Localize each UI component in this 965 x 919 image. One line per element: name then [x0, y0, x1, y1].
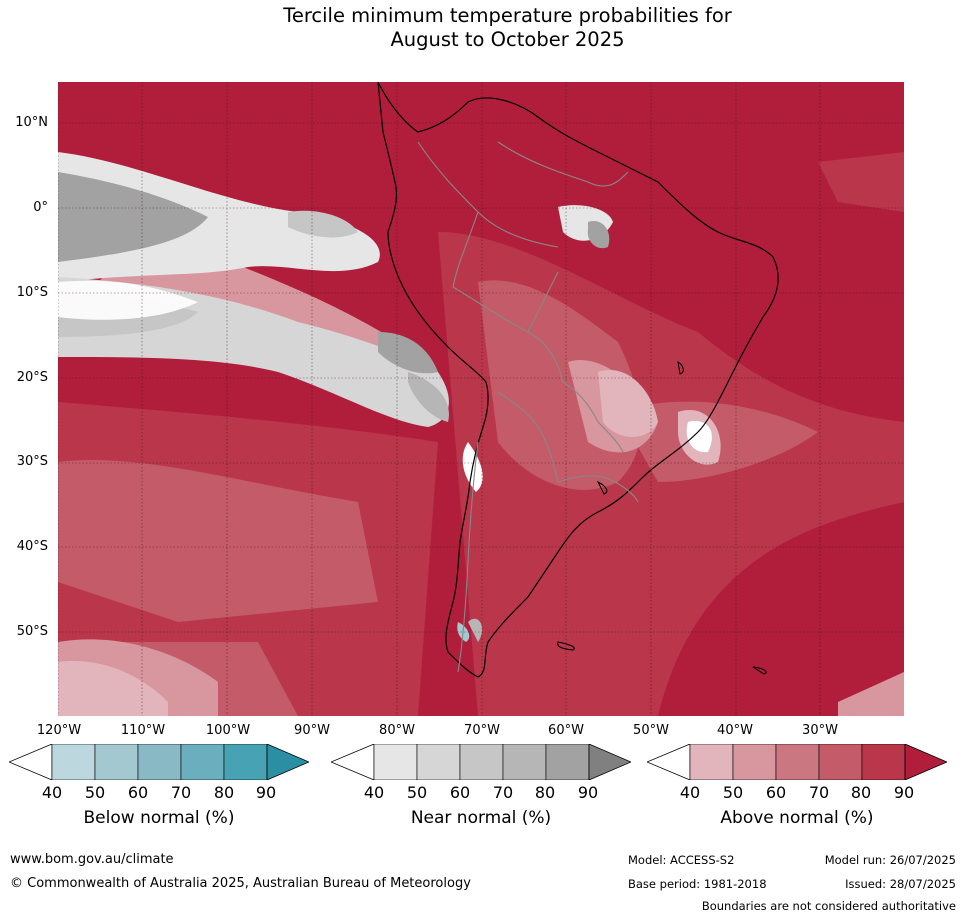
colorbar-segment — [51, 744, 96, 780]
lon-label: 90°W — [294, 723, 330, 738]
lon-label: 100°W — [205, 723, 251, 738]
above-tick: 40 — [679, 783, 701, 802]
copyright: © Commonwealth of Australia 2025, Austra… — [10, 876, 471, 891]
lat-label: 10°N — [15, 115, 48, 130]
colorbar-segment — [223, 744, 268, 780]
lat-label: 40°S — [16, 539, 48, 554]
below-normal-colorbar — [9, 744, 309, 780]
colorbar-segment — [180, 744, 225, 780]
below-tick: 40 — [41, 783, 63, 802]
colorbar-segment — [775, 744, 820, 780]
above-tick: 70 — [808, 783, 830, 802]
below-tick: 60 — [127, 783, 149, 802]
near-normal-title: Near normal (%) — [410, 808, 552, 828]
below-tick: 90 — [255, 783, 277, 802]
lat-label: 0° — [33, 200, 48, 215]
lon-label: 50°W — [633, 723, 669, 738]
below-tick: 70 — [170, 783, 192, 802]
near-tick: 80 — [534, 783, 556, 802]
south-america-coastline — [377, 82, 779, 678]
lat-label: 30°S — [16, 454, 48, 469]
colorbar-segment — [373, 744, 418, 780]
lon-label: 120°W — [36, 723, 82, 738]
colorbar-extend-high — [588, 744, 631, 780]
colorbar-segment — [818, 744, 863, 780]
near-tick: 40 — [363, 783, 385, 802]
islands — [557, 361, 767, 675]
boundaries-note: Boundaries are not considered authoritat… — [701, 899, 956, 913]
above-normal-colorbar — [647, 744, 947, 780]
country-borders — [417, 141, 639, 673]
near-tick: 50 — [406, 783, 428, 802]
lon-label: 30°W — [802, 723, 838, 738]
lon-label: 110°W — [120, 723, 166, 738]
lon-label: 40°W — [717, 723, 753, 738]
below-normal-title: Below normal (%) — [83, 808, 235, 828]
probability-map — [58, 82, 904, 716]
near-normal-colorbar — [331, 744, 631, 780]
colorbar-extend-high — [266, 744, 309, 780]
base-period: Base period: 1981-2018 — [628, 877, 767, 891]
colorbar-segment — [689, 744, 734, 780]
above-tick: 60 — [765, 783, 787, 802]
colorbar-segment — [94, 744, 139, 780]
below-tick: 80 — [213, 783, 235, 802]
near-tick: 70 — [492, 783, 514, 802]
lon-label: 60°W — [548, 723, 584, 738]
lat-label: 20°S — [16, 370, 48, 385]
model-run: Model run: 26/07/2025 — [824, 853, 956, 867]
map-canvas — [58, 82, 904, 716]
model-info: Model: ACCESS-S2 — [628, 853, 735, 867]
graticule — [58, 82, 904, 716]
website-link[interactable]: www.bom.gov.au/climate — [10, 852, 174, 867]
issued-date: Issued: 28/07/2025 — [845, 877, 956, 891]
colorbar-extend-low — [331, 744, 375, 780]
colorbar-extend-high — [904, 744, 947, 780]
colorbar-segment — [545, 744, 590, 780]
title-line-1: Tercile minimum temperature probabilitie… — [283, 4, 732, 27]
colorbar-extend-low — [647, 744, 691, 780]
lat-label: 10°S — [16, 285, 48, 300]
map-title: Tercile minimum temperature probabilitie… — [0, 4, 965, 52]
lon-label: 70°W — [464, 723, 500, 738]
lon-label: 80°W — [379, 723, 415, 738]
near-tick: 90 — [577, 783, 599, 802]
title-line-2: August to October 2025 — [390, 28, 625, 51]
near-tick: 60 — [449, 783, 471, 802]
colorbar-segment — [861, 744, 906, 780]
lat-label: 50°S — [16, 624, 48, 639]
colorbar-segment — [502, 744, 547, 780]
colorbar-segment — [137, 744, 182, 780]
above-tick: 80 — [850, 783, 872, 802]
above-normal-title: Above normal (%) — [720, 808, 874, 828]
above-tick: 90 — [893, 783, 915, 802]
colorbar-segment — [416, 744, 461, 780]
colorbar-segment — [732, 744, 777, 780]
colorbar-extend-low — [9, 744, 53, 780]
colorbar-segment — [459, 744, 504, 780]
above-tick: 50 — [722, 783, 744, 802]
below-tick: 50 — [84, 783, 106, 802]
